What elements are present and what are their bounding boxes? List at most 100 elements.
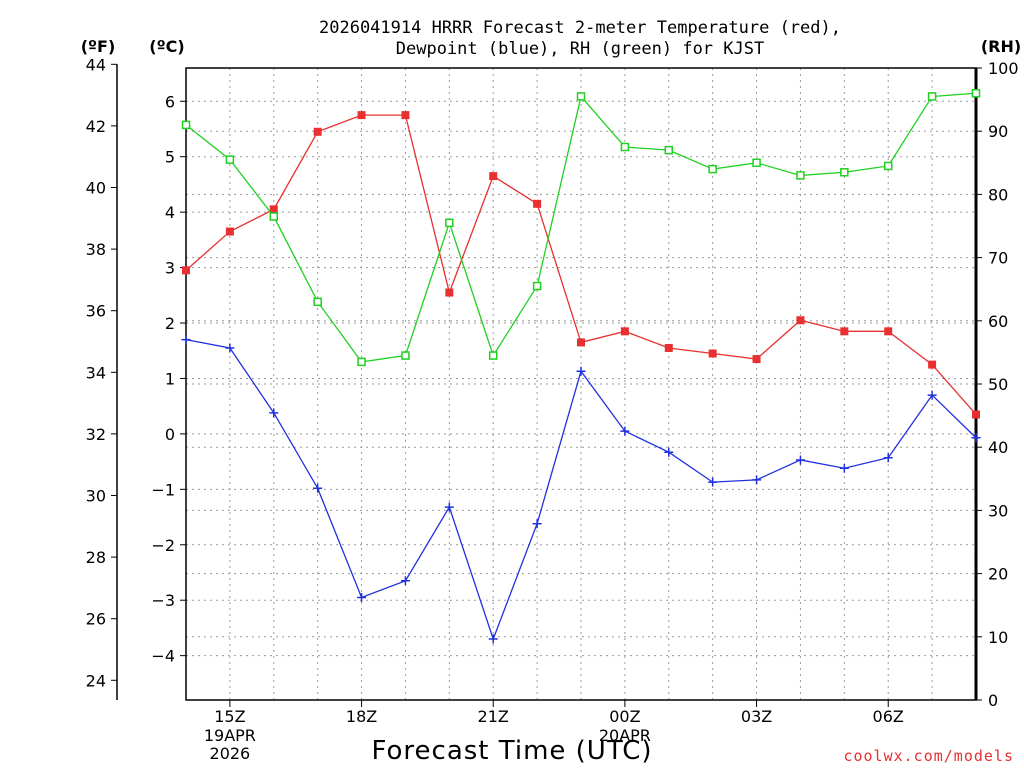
data-point [489, 172, 498, 181]
gridlines [186, 68, 976, 700]
data-point [664, 145, 674, 155]
x-tick-label: 18Z [346, 707, 377, 726]
fahrenheit-tick-label: 32 [86, 425, 106, 444]
data-point [752, 355, 761, 364]
data-point [357, 592, 367, 602]
celsius-tick-label: −1 [151, 480, 175, 499]
fahrenheit-tick-label: 30 [86, 486, 106, 505]
rh-tick-label: 20 [988, 565, 1008, 584]
data-point [840, 327, 849, 336]
data-point [708, 349, 717, 358]
data-point [532, 519, 542, 529]
data-point [577, 338, 585, 347]
x-tick-label: 06Z [873, 707, 904, 726]
celsius-tick-label: 1 [165, 369, 175, 388]
rh-tick-label: 90 [988, 122, 1008, 141]
fahrenheit-unit-label: (ºF) [81, 37, 116, 56]
data-point [927, 390, 937, 400]
x-axis-label: Forecast Time (UTC) [371, 736, 652, 766]
data-point [181, 120, 191, 130]
data-point [620, 327, 629, 336]
chart-title-line-1: 2026041914 HRRR Forecast 2-meter Tempera… [319, 18, 841, 38]
axes: 2426283032343638404244−4−3−2−10123456010… [86, 55, 1019, 763]
series-open-square [181, 89, 981, 367]
data-point [313, 483, 323, 493]
fahrenheit-tick-label: 34 [86, 363, 106, 382]
x-tick-label: 00Z [609, 707, 640, 726]
fahrenheit-tick-label: 40 [86, 179, 106, 198]
data-point [884, 327, 893, 336]
data-point [928, 360, 937, 369]
rh-unit-label: (RH) [981, 37, 1021, 56]
fahrenheit-tick-label: 24 [86, 671, 106, 690]
data-point [576, 92, 586, 101]
data-point [620, 426, 630, 436]
rh-tick-label: 50 [988, 375, 1008, 394]
fahrenheit-tick-label: 28 [86, 548, 106, 567]
data-point [401, 111, 410, 120]
x-tick-label: 15Z [214, 707, 245, 726]
data-point [225, 155, 235, 164]
data-point [445, 218, 454, 228]
data-point [269, 212, 279, 221]
celsius-unit-label: (ºC) [149, 37, 184, 56]
celsius-tick-label: 2 [165, 314, 175, 333]
fahrenheit-tick-label: 38 [86, 240, 106, 259]
data-point [313, 297, 322, 307]
fahrenheit-tick-label: 36 [86, 302, 106, 321]
rh-tick-label: 10 [988, 628, 1008, 647]
data-point [182, 266, 190, 275]
data-point [664, 343, 673, 352]
series-filled-square [182, 111, 980, 419]
data-point [840, 168, 849, 177]
data-point [445, 288, 454, 297]
celsius-tick-label: 5 [165, 148, 175, 167]
data-point [533, 199, 542, 208]
data-point [269, 205, 278, 214]
x-tick-label: 03Z [741, 707, 772, 726]
plot-frame [185, 67, 977, 701]
rh-tick-label: 40 [988, 438, 1008, 457]
rh-tick-label: 30 [988, 501, 1008, 520]
celsius-tick-label: 3 [165, 259, 175, 278]
data-point [488, 634, 498, 644]
data-point [444, 502, 454, 512]
data-point [971, 433, 981, 443]
rh-tick-label: 100 [988, 59, 1019, 78]
chart-title-line-2: Dewpoint (blue), RH (green) for KJST [396, 39, 764, 59]
x-tick-date-label: 20APR [599, 726, 651, 745]
data-point [313, 127, 322, 136]
rh-tick-label: 80 [988, 185, 1008, 204]
rh-tick-label: 70 [988, 249, 1008, 268]
series-plus [181, 335, 981, 644]
data-point [181, 335, 191, 345]
celsius-tick-label: 4 [165, 203, 175, 222]
data-point [357, 357, 366, 367]
x-tick-label: 21Z [478, 707, 509, 726]
rh-tick-label: 60 [988, 312, 1008, 331]
celsius-tick-label: −4 [151, 647, 175, 666]
data-point [401, 351, 410, 360]
data-point [752, 158, 761, 168]
series-layer [181, 89, 981, 644]
x-tick-date-label: 19APR [204, 726, 256, 745]
data-point [269, 408, 279, 418]
data-point [225, 227, 234, 236]
data-point [796, 171, 805, 180]
data-point [971, 89, 981, 98]
data-point [400, 576, 410, 586]
data-point [532, 281, 542, 291]
data-point [883, 161, 893, 171]
celsius-tick-label: 0 [165, 425, 175, 444]
data-point [708, 164, 717, 174]
data-point [927, 92, 937, 101]
fahrenheit-tick-label: 26 [86, 610, 106, 629]
data-point [357, 111, 366, 120]
data-point [620, 142, 630, 152]
x-tick-date-label: 2026 [210, 744, 251, 763]
rh-tick-label: 0 [988, 691, 998, 710]
data-point [708, 477, 718, 487]
data-point [664, 447, 674, 457]
data-point [795, 455, 805, 465]
